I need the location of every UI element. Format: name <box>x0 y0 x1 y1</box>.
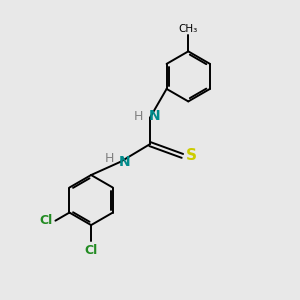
Text: Cl: Cl <box>85 244 98 257</box>
Text: S: S <box>186 148 197 164</box>
Text: N: N <box>119 155 131 169</box>
Text: Cl: Cl <box>39 214 52 227</box>
Text: N: N <box>148 109 160 123</box>
Text: H: H <box>134 110 143 123</box>
Text: CH₃: CH₃ <box>179 24 198 34</box>
Text: H: H <box>105 152 114 165</box>
